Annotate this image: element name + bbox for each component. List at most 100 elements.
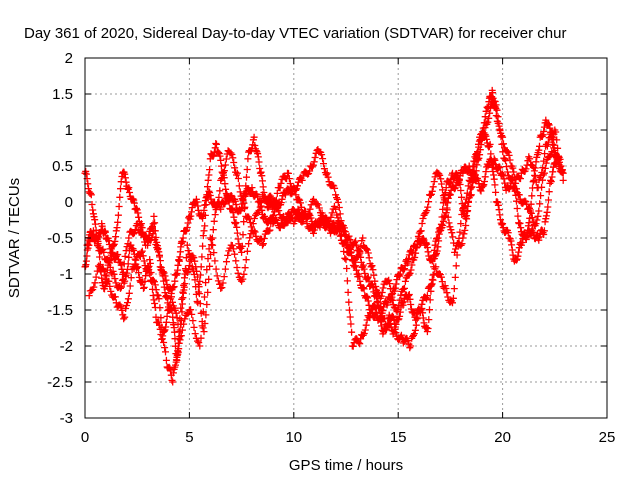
data-point [381,315,389,322]
data-point [467,174,475,182]
data-point [206,192,214,199]
data-point [479,182,487,190]
data-point [217,162,225,170]
data-point [162,348,169,356]
data-point [464,182,472,190]
data-point [91,220,99,228]
data-point [159,268,167,276]
data-point [437,175,445,183]
data-point [400,298,408,306]
data-point [307,223,315,231]
data-point [506,156,514,164]
x-tick-label: 25 [599,429,616,446]
data-point [480,181,488,189]
data-point [92,273,100,281]
data-point [463,189,471,197]
data-point [534,212,542,220]
data-point [424,248,432,256]
data-point [526,206,534,214]
data-point [339,239,346,247]
data-point [285,169,292,177]
data-point [401,284,408,292]
data-point [385,319,393,327]
data-point [240,270,248,278]
data-point [94,240,102,247]
data-point [214,277,222,285]
data-point [233,229,241,237]
data-point [213,202,221,210]
data-point [204,255,212,263]
data-point [455,234,463,242]
y-tick-label: -1 [60,266,73,283]
data-point [318,214,326,222]
data-point [210,249,218,257]
data-point [121,174,129,182]
data-point [396,312,404,320]
data-point [112,233,120,241]
data-point [412,249,420,257]
data-point [486,140,494,148]
data-point [117,284,124,292]
data-point [335,218,343,226]
data-point [523,233,531,241]
data-point [310,158,318,166]
data-point [254,150,262,158]
data-point [475,140,482,148]
data-point [82,170,90,178]
data-point [172,361,179,369]
data-point [135,269,143,277]
data-point [414,232,422,240]
data-point [129,195,137,203]
data-point [310,229,317,237]
data-point [432,251,440,259]
data-point [395,271,403,279]
data-point [468,169,476,177]
data-point [541,218,549,226]
data-point [210,217,218,225]
data-point [140,284,147,292]
data-point [494,113,502,121]
data-point [405,292,413,300]
data-point [509,251,517,259]
data-point [122,305,130,312]
data-point [203,191,211,199]
data-point [248,184,256,192]
data-point [201,197,209,205]
data-point [161,272,169,280]
data-point [477,187,485,195]
data-point [487,104,494,112]
data-point [546,124,554,132]
data-point [425,316,433,324]
data-point [405,291,413,298]
data-point [341,254,349,262]
data-point [528,214,536,222]
data-point [201,293,208,301]
data-point [356,340,364,348]
data-point [540,128,548,135]
data-point [89,206,97,214]
data-point [122,247,130,255]
data-point [503,147,511,155]
data-point [540,227,548,235]
data-point [195,290,203,298]
data-point [320,165,328,173]
data-point [181,274,188,282]
data-point [395,301,403,309]
data-point [529,228,537,236]
data-point [216,187,224,195]
data-point [344,288,352,296]
data-point [408,261,416,269]
data-point [191,330,199,338]
data-point [265,227,273,235]
data-point [107,287,115,295]
data-point [437,273,445,281]
data-point [233,169,241,177]
data-point [458,193,465,201]
data-point [130,196,138,204]
data-point [424,203,432,211]
data-point [315,204,323,212]
data-point [436,171,444,179]
data-point [327,213,335,221]
data-point [96,253,104,261]
data-point [365,254,373,262]
